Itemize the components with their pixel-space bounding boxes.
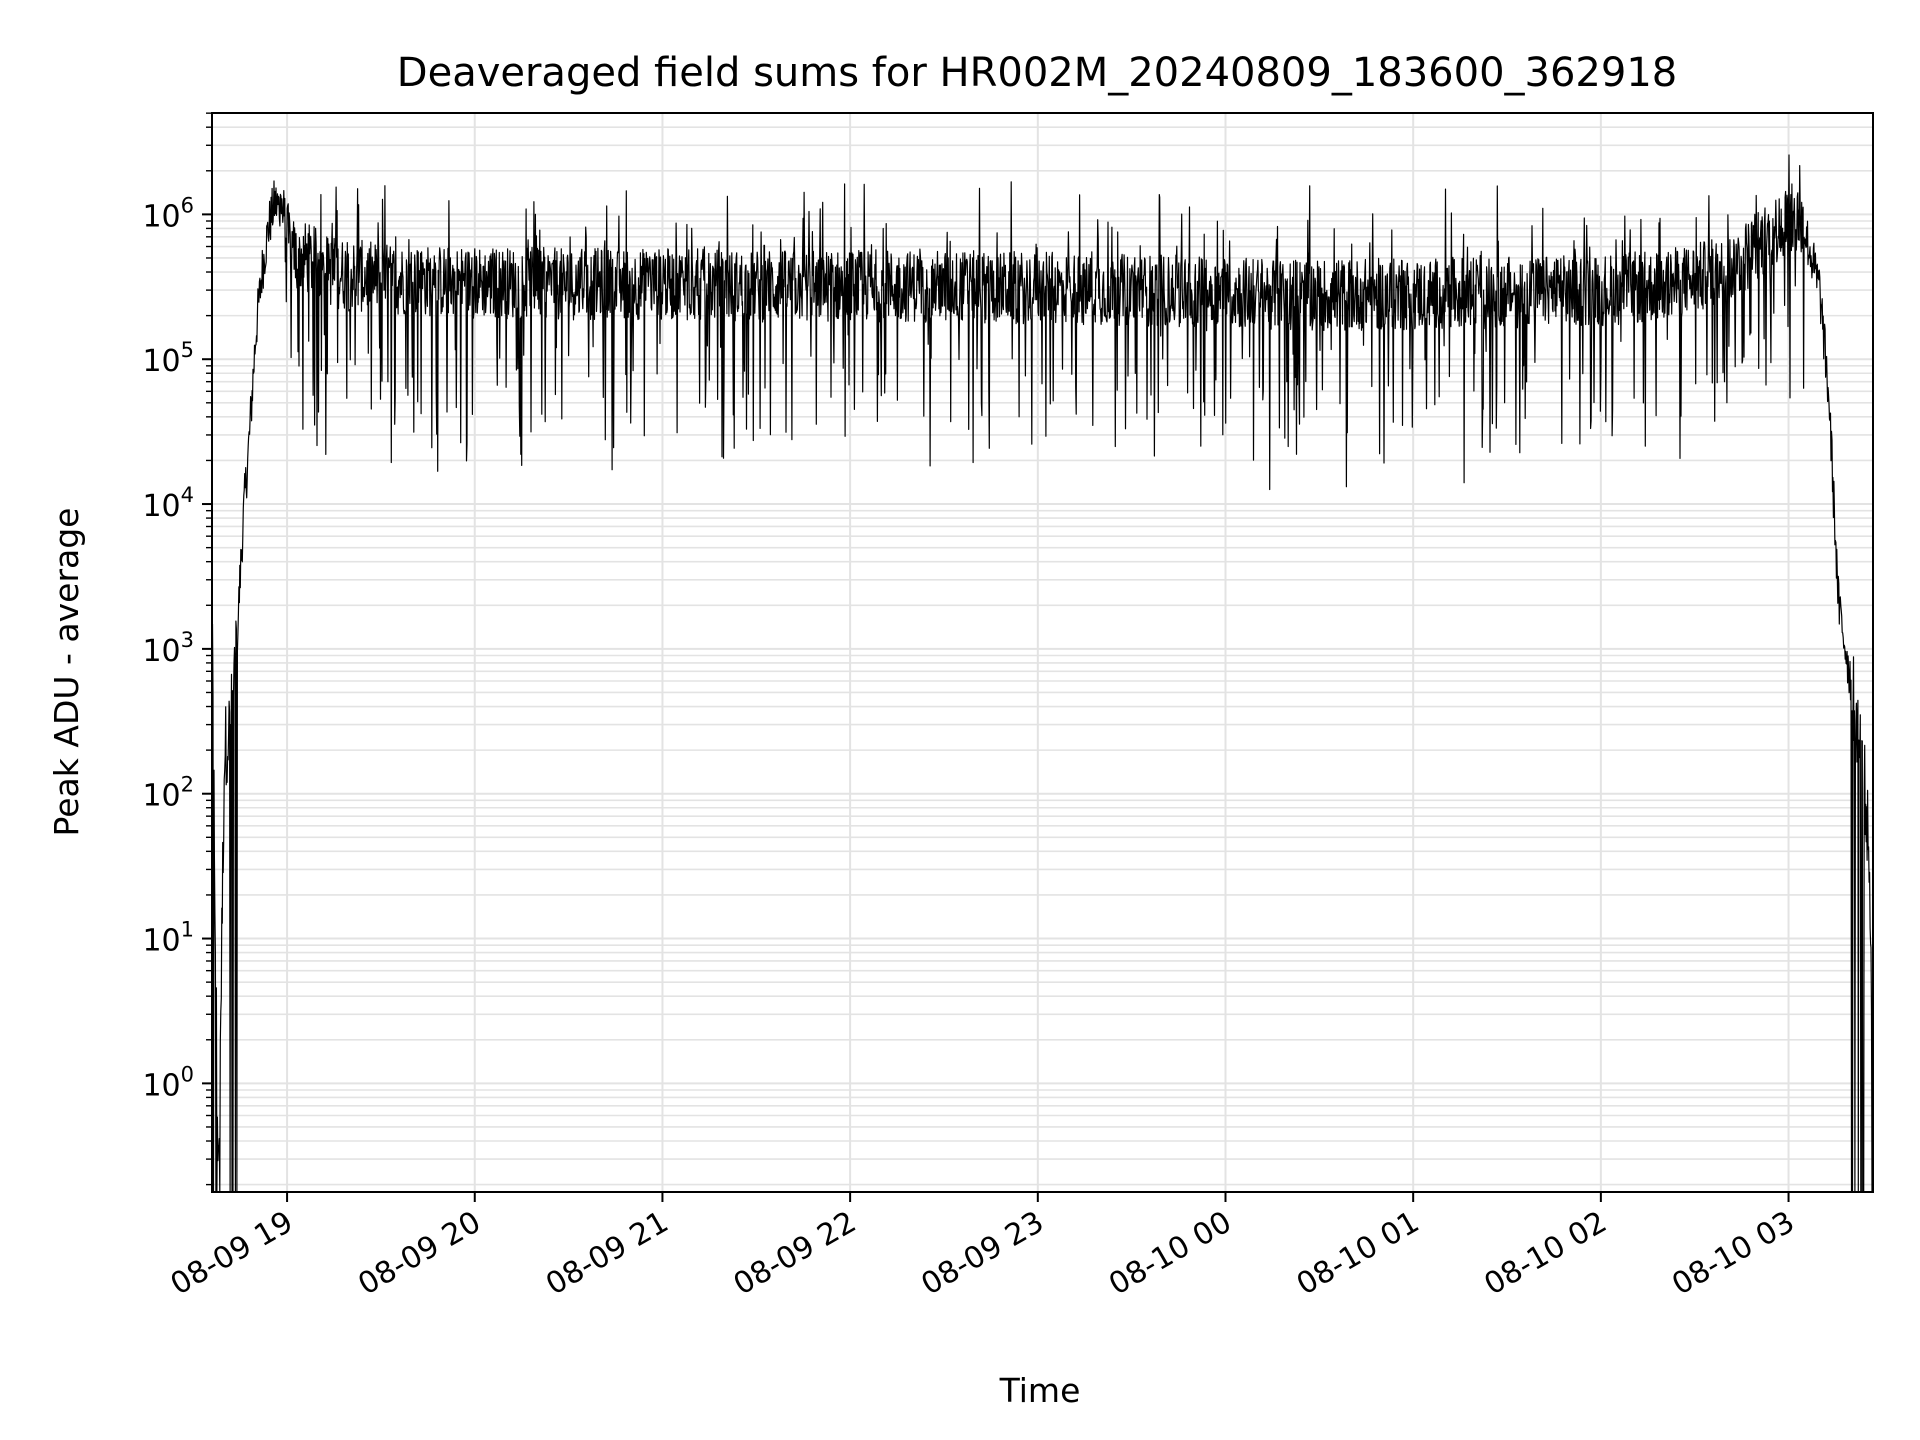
x-tick-label: 08-10 03 (1666, 1205, 1800, 1303)
y-tick-label: 100 (142, 1062, 194, 1103)
series-line (211, 154, 1874, 1193)
y-tick-label: 102 (142, 773, 194, 814)
x-tick-label: 08-09 21 (540, 1205, 674, 1303)
x-axis-label: Time (999, 1371, 1081, 1410)
y-tick-label: 105 (142, 338, 194, 379)
y-tick-label: 103 (142, 628, 194, 669)
x-tick-label: 08-09 19 (165, 1205, 299, 1303)
x-tick-label: 08-10 02 (1479, 1205, 1613, 1303)
x-tick-label: 08-10 00 (1103, 1205, 1237, 1303)
x-tick-label: 08-09 20 (352, 1205, 486, 1303)
x-tick-label: 08-09 23 (915, 1205, 1049, 1303)
plot-frame (211, 112, 1874, 1193)
y-tick-label: 104 (142, 483, 194, 524)
x-tick-label: 08-09 22 (728, 1205, 862, 1303)
grid (212, 112, 1873, 1192)
y-axis-label: Peak ADU - average (47, 508, 86, 837)
y-tick-label: 106 (142, 193, 194, 234)
series-layer (211, 154, 1874, 1193)
chart-title: Deaveraged field sums for HR002M_2024080… (397, 50, 1677, 96)
x-tick-label: 08-10 01 (1291, 1205, 1425, 1303)
y-tick-label: 101 (142, 918, 194, 959)
